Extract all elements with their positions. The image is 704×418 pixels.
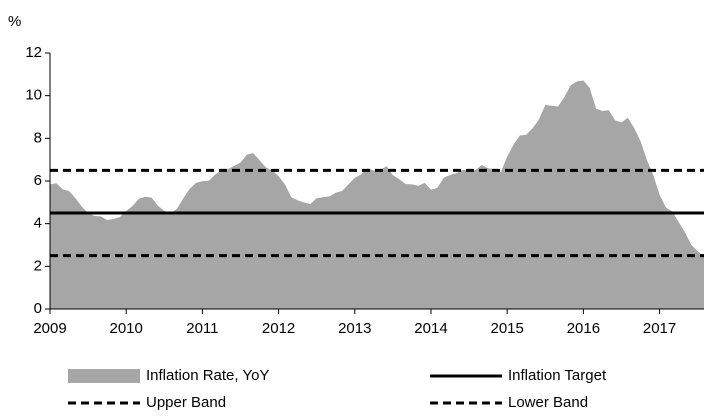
area [50, 80, 704, 310]
x-tick-label: 2017 [643, 320, 676, 337]
legend-label: Inflation Target [508, 367, 607, 384]
y-tick-label: 2 [34, 257, 42, 274]
x-tick-label: 2016 [567, 320, 600, 337]
y-tick-label: 6 [34, 172, 42, 189]
legend-swatch [68, 369, 140, 383]
x-tick-label: 2014 [414, 320, 447, 337]
x-tick-label: 2010 [110, 320, 143, 337]
y-tick-label: 4 [34, 215, 42, 232]
y-tick-label: 12 [25, 44, 42, 61]
legend-label: Upper Band [146, 394, 226, 411]
legend-label: Lower Band [508, 394, 588, 411]
x-tick-label: 2013 [338, 320, 371, 337]
y-tick-label: 10 [25, 87, 42, 104]
y-tick-label: 8 [34, 129, 42, 146]
legend-label: Inflation Rate, YoY [146, 367, 269, 384]
y-tick-label: 0 [34, 300, 42, 317]
x-tick-label: 2015 [490, 320, 523, 337]
x-tick-label: 2011 [186, 320, 218, 337]
x-tick-label: 2012 [262, 320, 295, 337]
y-axis-label: % [8, 13, 21, 30]
x-tick-label: 2009 [33, 320, 66, 337]
